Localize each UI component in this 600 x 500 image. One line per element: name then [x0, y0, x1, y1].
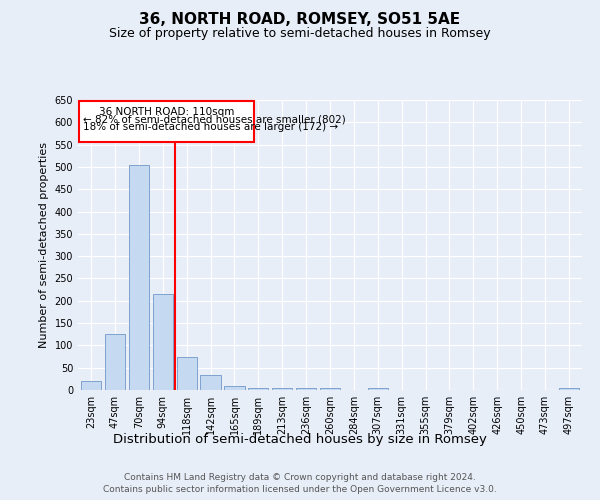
- Text: Contains HM Land Registry data © Crown copyright and database right 2024.: Contains HM Land Registry data © Crown c…: [124, 472, 476, 482]
- Text: 36, NORTH ROAD, ROMSEY, SO51 5AE: 36, NORTH ROAD, ROMSEY, SO51 5AE: [139, 12, 461, 28]
- Bar: [129, 164, 149, 390]
- Text: 18% of semi-detached houses are larger (172) →: 18% of semi-detached houses are larger (…: [83, 122, 338, 132]
- Bar: [296, 388, 316, 390]
- Bar: [105, 334, 125, 390]
- Bar: [224, 386, 245, 390]
- Text: 36 NORTH ROAD: 110sqm: 36 NORTH ROAD: 110sqm: [98, 107, 234, 117]
- Bar: [272, 388, 292, 390]
- Y-axis label: Number of semi-detached properties: Number of semi-detached properties: [39, 142, 49, 348]
- Text: ← 82% of semi-detached houses are smaller (802): ← 82% of semi-detached houses are smalle…: [83, 114, 346, 124]
- Bar: [200, 376, 221, 390]
- Text: Contains public sector information licensed under the Open Government Licence v3: Contains public sector information licen…: [103, 485, 497, 494]
- Bar: [248, 388, 268, 390]
- FancyBboxPatch shape: [79, 101, 254, 142]
- Bar: [368, 388, 388, 390]
- Text: Size of property relative to semi-detached houses in Romsey: Size of property relative to semi-detach…: [109, 28, 491, 40]
- Bar: [176, 356, 197, 390]
- Bar: [152, 294, 173, 390]
- Bar: [559, 388, 579, 390]
- Text: Distribution of semi-detached houses by size in Romsey: Distribution of semi-detached houses by …: [113, 432, 487, 446]
- Bar: [320, 388, 340, 390]
- Bar: [81, 381, 101, 390]
